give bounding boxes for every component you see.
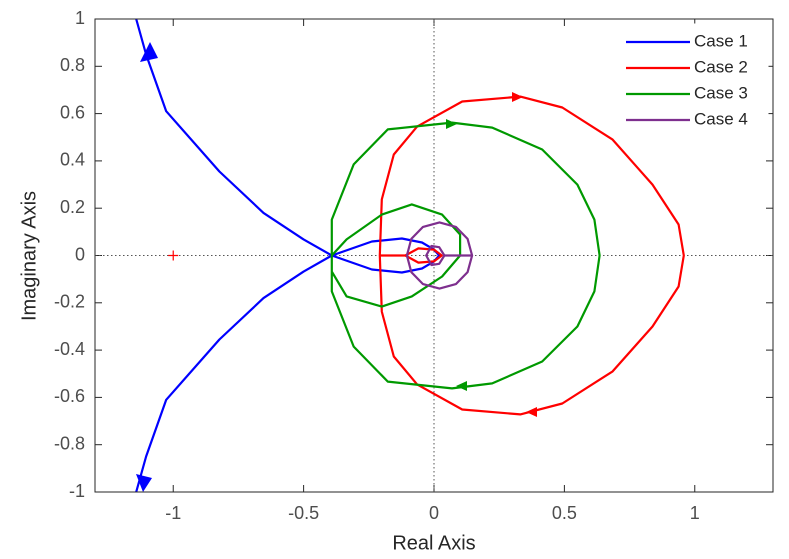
series-line <box>405 221 474 290</box>
y-tick-label: 1 <box>75 8 85 28</box>
y-tick-label: 0.8 <box>60 55 85 75</box>
arrow <box>526 407 537 417</box>
y-tick-label: 0.2 <box>60 197 85 217</box>
y-tick-label: -1 <box>69 481 85 501</box>
y-tick-label: 0.6 <box>60 102 85 122</box>
plot-frame <box>94 18 774 493</box>
series-line <box>330 121 601 390</box>
y-axis-label: Imaginary Axis <box>18 191 40 321</box>
legend-label: Case 3 <box>694 83 748 102</box>
arrow <box>136 474 152 492</box>
legend-label: Case 4 <box>694 109 748 128</box>
y-tick-label: -0.4 <box>54 339 85 359</box>
x-tick-label: -1 <box>165 503 181 523</box>
x-tick-label: 1 <box>690 503 700 523</box>
critical-point <box>168 250 179 261</box>
curves <box>135 18 685 493</box>
y-tick-label: 0 <box>75 244 85 264</box>
x-tick-label: 0 <box>429 503 439 523</box>
y-tick-label: -0.6 <box>54 386 85 406</box>
legend: Case 1 Case 2 Case 3 Case 4 <box>619 23 769 139</box>
legend-label: Case 2 <box>694 57 748 76</box>
series-line <box>378 95 685 416</box>
y-tick-label: -0.8 <box>54 433 85 453</box>
series-line <box>135 18 441 493</box>
x-axis-label: Real Axis <box>392 532 475 554</box>
x-tick-label: 0.5 <box>552 503 577 523</box>
arrow <box>456 381 467 391</box>
x-tick-label: -0.5 <box>288 503 319 523</box>
arrow <box>446 119 457 129</box>
arrow <box>512 92 523 102</box>
legend-label: Case 1 <box>694 31 748 50</box>
y-tick-label: -0.2 <box>54 292 85 312</box>
arrow <box>140 42 158 62</box>
y-tick-label: 0.4 <box>60 150 85 170</box>
arrowheads <box>136 42 537 492</box>
